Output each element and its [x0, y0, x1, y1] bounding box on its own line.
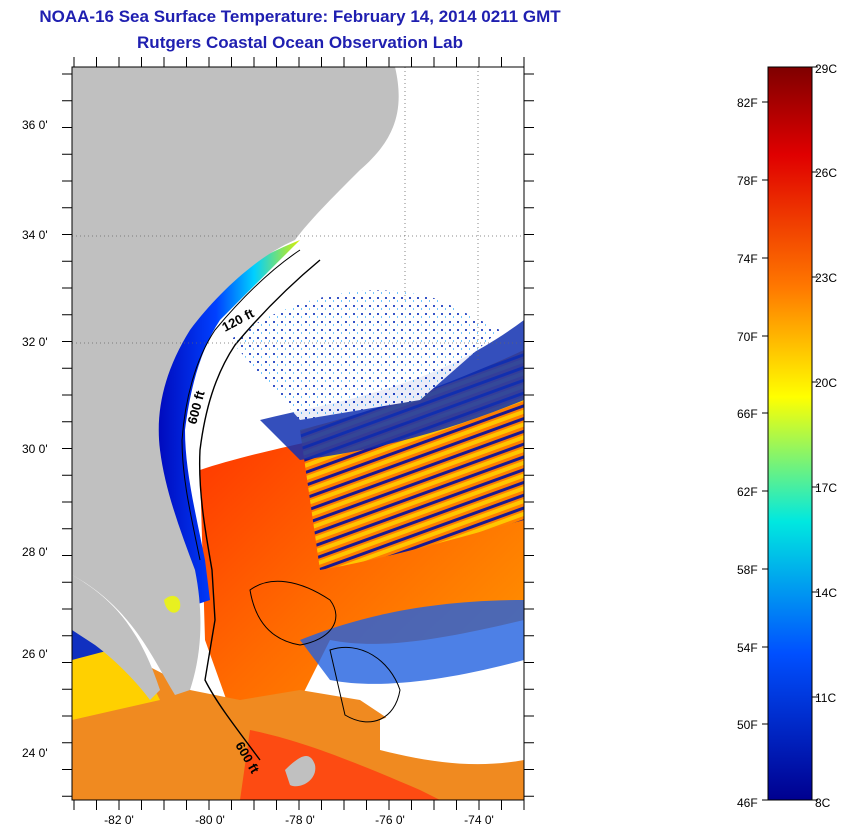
lat-label-26: 26 0': [22, 647, 48, 661]
contour-120ft: [181, 249, 301, 561]
cb-c-11: 11C: [815, 691, 837, 705]
cb-c-14: 14C: [815, 586, 838, 600]
cb-f-74: 74F: [737, 252, 758, 266]
map-subtitle: Rutgers Coastal Ocean Observation Lab: [137, 33, 463, 52]
map-title: NOAA-16 Sea Surface Temperature: Februar…: [39, 7, 561, 26]
lat-label-36: 36 0': [22, 118, 48, 132]
cb-c-8: 8C: [815, 796, 831, 810]
cb-c-17: 17C: [815, 481, 838, 495]
map-frame: [71, 66, 525, 801]
lon-label-80: -80 0': [195, 813, 225, 827]
land-mass: [72, 67, 399, 695]
colorbar-gradient: [767, 66, 813, 801]
cb-f-46: 46F: [737, 796, 758, 810]
lat-label-32: 32 0': [22, 335, 48, 349]
colorbar: [762, 66, 818, 801]
florida-bay-land: [72, 575, 160, 700]
speckled-area: [230, 290, 500, 420]
colorbar-ticks: [762, 66, 818, 801]
bahamas-bank-contour-2: [329, 646, 401, 723]
cb-f-62: 62F: [737, 485, 758, 499]
cb-c-23: 23C: [815, 271, 838, 285]
cb-f-82: 82F: [737, 96, 758, 110]
bahamas-bank-contour: [249, 580, 337, 646]
lon-label-74: -74 0': [464, 813, 494, 827]
lat-label-24: 24 0': [22, 746, 48, 760]
contour-600ft: [198, 259, 321, 761]
cb-f-58: 58F: [737, 563, 758, 577]
lat-label-28: 28 0': [22, 545, 48, 559]
lon-label-76: -76 0': [375, 813, 405, 827]
cb-f-70: 70F: [737, 330, 758, 344]
bahamas-land: [285, 755, 316, 787]
southern-cloud-patch: [380, 690, 524, 765]
lake-okeechobee: [164, 595, 181, 613]
southern-cold-patches: [300, 600, 524, 684]
southern-warm-water: [72, 640, 524, 800]
cb-f-50: 50F: [737, 718, 758, 732]
cb-c-26: 26C: [815, 166, 838, 180]
cb-f-78: 78F: [737, 174, 758, 188]
lon-label-78: -78 0': [285, 813, 315, 827]
lon-label-82: -82 0': [104, 813, 134, 827]
cb-f-54: 54F: [737, 641, 758, 655]
map-ticks: [62, 57, 534, 810]
cb-c-29: 29C: [815, 62, 838, 76]
cb-c-20: 20C: [815, 376, 838, 390]
lat-label-30: 30 0': [22, 442, 48, 456]
cb-f-66: 66F: [737, 407, 758, 421]
lat-label-34: 34 0': [22, 228, 48, 242]
graticule: [72, 67, 524, 360]
